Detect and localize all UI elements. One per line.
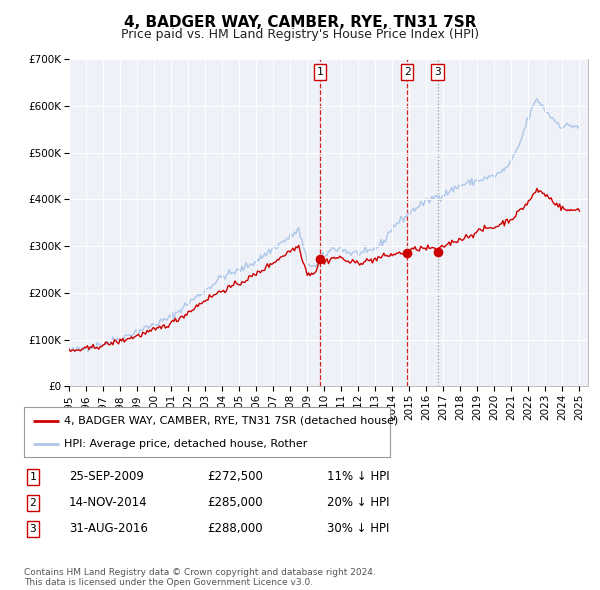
Text: 1: 1 bbox=[316, 67, 323, 77]
Text: 2: 2 bbox=[29, 498, 37, 507]
Text: 30% ↓ HPI: 30% ↓ HPI bbox=[327, 522, 389, 535]
Text: 4, BADGER WAY, CAMBER, RYE, TN31 7SR: 4, BADGER WAY, CAMBER, RYE, TN31 7SR bbox=[124, 15, 476, 30]
Text: 2: 2 bbox=[404, 67, 410, 77]
Text: 3: 3 bbox=[29, 524, 37, 533]
Text: 11% ↓ HPI: 11% ↓ HPI bbox=[327, 470, 389, 483]
Text: 4, BADGER WAY, CAMBER, RYE, TN31 7SR (detached house): 4, BADGER WAY, CAMBER, RYE, TN31 7SR (de… bbox=[64, 415, 398, 425]
Text: HPI: Average price, detached house, Rother: HPI: Average price, detached house, Roth… bbox=[64, 439, 308, 449]
Text: 1: 1 bbox=[29, 472, 37, 481]
Text: 3: 3 bbox=[434, 67, 441, 77]
Text: £272,500: £272,500 bbox=[207, 470, 263, 483]
Text: 20% ↓ HPI: 20% ↓ HPI bbox=[327, 496, 389, 509]
Text: Price paid vs. HM Land Registry's House Price Index (HPI): Price paid vs. HM Land Registry's House … bbox=[121, 28, 479, 41]
Text: £285,000: £285,000 bbox=[207, 496, 263, 509]
Text: 14-NOV-2014: 14-NOV-2014 bbox=[69, 496, 148, 509]
Text: £288,000: £288,000 bbox=[207, 522, 263, 535]
Text: Contains HM Land Registry data © Crown copyright and database right 2024.
This d: Contains HM Land Registry data © Crown c… bbox=[24, 568, 376, 587]
Text: 25-SEP-2009: 25-SEP-2009 bbox=[69, 470, 144, 483]
Text: 31-AUG-2016: 31-AUG-2016 bbox=[69, 522, 148, 535]
